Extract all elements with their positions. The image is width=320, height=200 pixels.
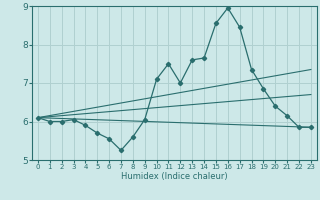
- X-axis label: Humidex (Indice chaleur): Humidex (Indice chaleur): [121, 172, 228, 181]
